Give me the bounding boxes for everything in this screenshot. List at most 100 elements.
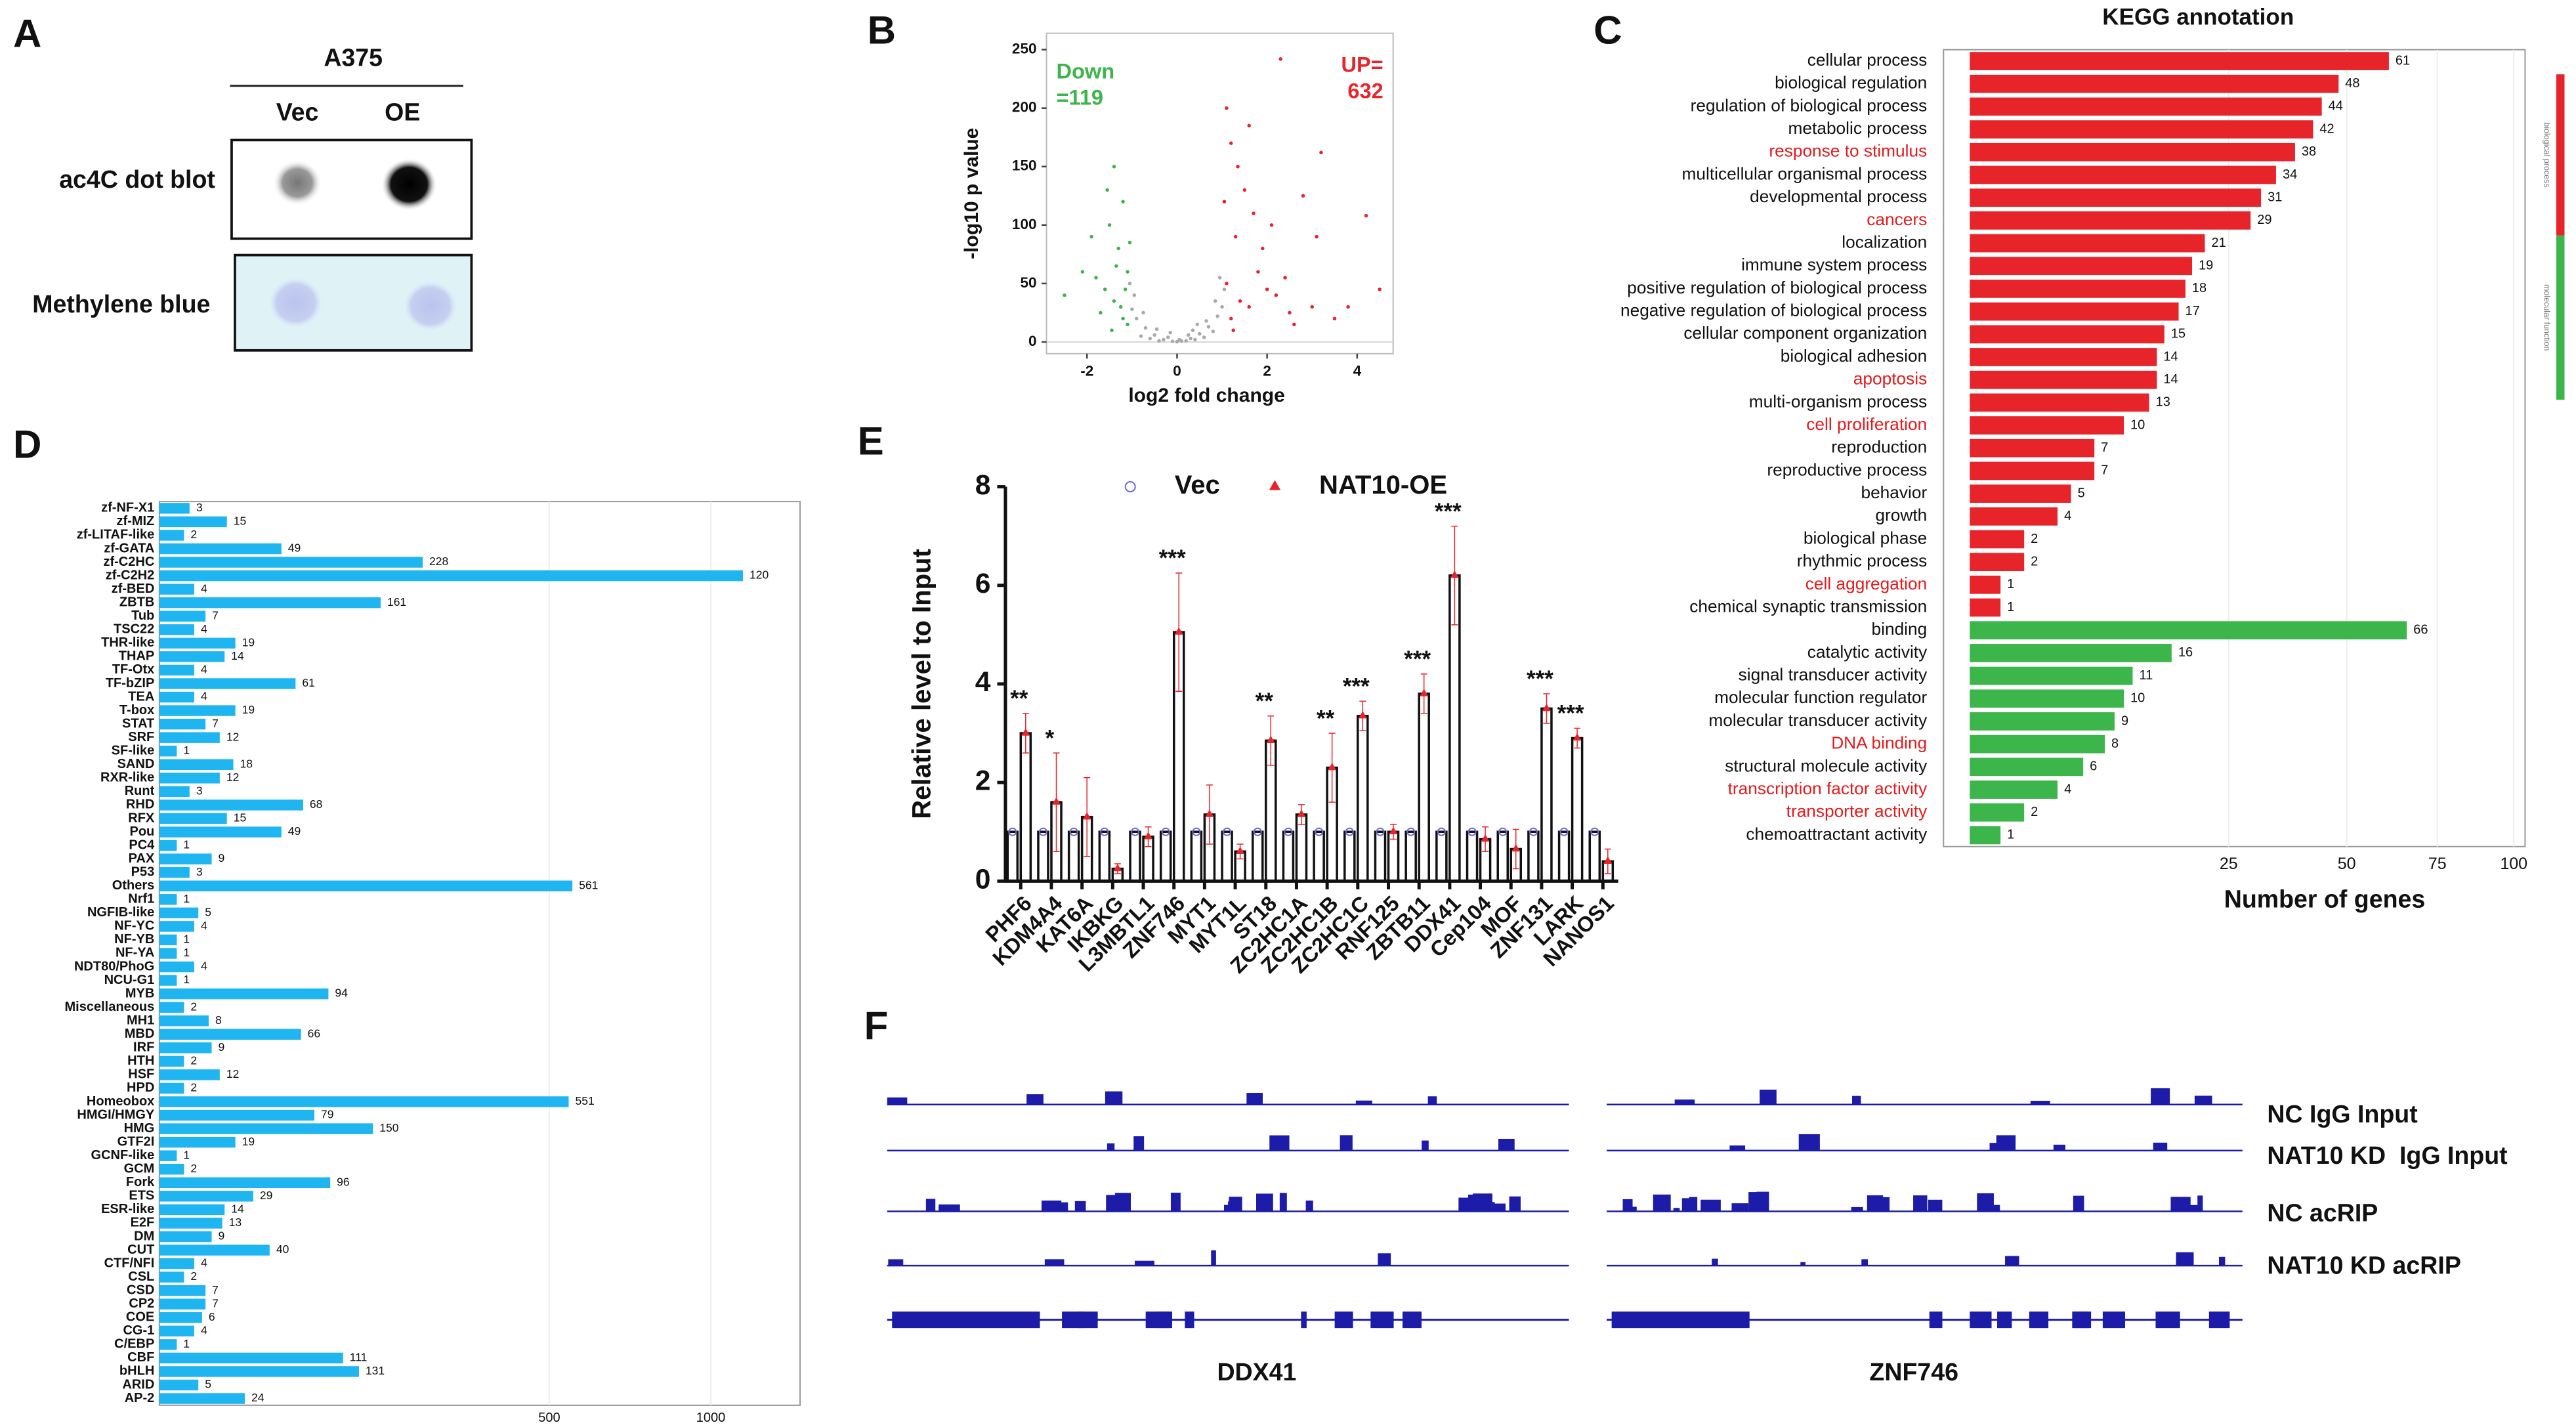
track-peak: [1053, 1202, 1068, 1212]
x-tick-label: 75: [2428, 855, 2447, 873]
value-label: 1: [183, 838, 190, 851]
error-cap: [1482, 826, 1489, 853]
bar: [159, 1015, 209, 1027]
error-cap: [1022, 713, 1029, 754]
y-axis-label: -log10 p value: [961, 128, 982, 259]
value-label: 3: [196, 865, 203, 878]
value-label: 19: [242, 1135, 255, 1148]
category-label: THR-like: [101, 635, 154, 650]
track-peak: [1760, 1090, 1777, 1105]
point: [1114, 264, 1118, 268]
mean-marker: [1021, 728, 1030, 736]
value-label: 29: [2257, 213, 2271, 227]
track-peak: [1748, 1192, 1767, 1212]
point: [1128, 240, 1132, 245]
value-label: 14: [2163, 372, 2178, 387]
blot-dot: [268, 276, 324, 330]
category-label: CG-1: [123, 1323, 154, 1338]
value-label: 7: [212, 1283, 219, 1296]
value-label: 1: [183, 744, 190, 757]
value-label: 551: [576, 1094, 595, 1107]
panel-label: F: [864, 1004, 889, 1048]
mean-marker: [1559, 827, 1569, 836]
point: [1152, 333, 1156, 337]
bar: [159, 1393, 245, 1404]
bar: [159, 543, 282, 555]
category-label: chemical synaptic transmission: [1689, 596, 1927, 616]
error-cap: [1053, 752, 1060, 853]
value-label: 31: [2268, 190, 2282, 204]
bar: [1970, 575, 2001, 594]
error-cap: [1512, 828, 1519, 870]
category-label: NF-YC: [114, 919, 154, 933]
value-label: 4: [201, 663, 207, 676]
bar: [1970, 507, 2058, 526]
mean-marker: [1253, 827, 1262, 836]
category-label: HPD: [127, 1080, 154, 1095]
bar: [1527, 830, 1540, 883]
bar: [159, 1029, 301, 1040]
category-label: reproductive process: [1767, 459, 1927, 479]
value-label: 66: [308, 1027, 320, 1040]
bar: [1970, 348, 2157, 366]
category-label: TEA: [128, 689, 154, 704]
track-peak: [1170, 1192, 1181, 1212]
category-label: PC4: [129, 838, 155, 852]
mean-marker: [1297, 809, 1306, 817]
legend-label: NAT10-OE: [1319, 471, 1447, 500]
category-label: Pou: [129, 824, 154, 839]
mean-marker: [1358, 711, 1367, 719]
category-label: ESR-like: [101, 1202, 154, 1216]
category-label: immune system process: [1741, 255, 1927, 274]
point: [1269, 223, 1274, 227]
y-tick-label: 4: [975, 666, 991, 698]
value-label: 19: [242, 635, 255, 649]
track-peak: [1467, 1194, 1475, 1212]
bar: [159, 1339, 177, 1350]
category-label: C/EBP: [114, 1337, 154, 1352]
value-label: 5: [205, 905, 211, 918]
bar: [159, 853, 212, 864]
category-label: IRF: [133, 1040, 154, 1055]
value-label: 61: [2396, 53, 2410, 68]
bar: [159, 1352, 343, 1364]
track-peak: [1488, 1203, 1506, 1212]
mean-marker: [1205, 809, 1214, 817]
y-tick-label: 50: [1020, 274, 1036, 291]
significance: ***: [1435, 499, 1462, 524]
category-label: multi-organism process: [1749, 391, 1928, 411]
bar: [159, 826, 282, 838]
value-label: 7: [212, 717, 219, 730]
significance: ***: [1159, 545, 1186, 571]
value-label: 2: [190, 1081, 197, 1094]
significance: *: [1045, 725, 1055, 751]
category-label: ETS: [129, 1189, 154, 1203]
point: [1197, 331, 1202, 336]
category-label: DM: [134, 1229, 154, 1243]
category-label: CP2: [129, 1296, 154, 1311]
value-label: 12: [226, 1067, 239, 1080]
value-label: 15: [234, 811, 246, 824]
point: [1189, 336, 1193, 341]
bar: [159, 746, 177, 757]
error-cap: [1543, 693, 1550, 724]
point: [1242, 188, 1247, 192]
category-label: AP-2: [125, 1391, 155, 1405]
point: [1162, 337, 1166, 342]
mean-marker: [1590, 827, 1599, 836]
point: [1220, 305, 1224, 309]
track-peak: [1427, 1096, 1437, 1105]
track-peak: [1867, 1195, 1884, 1212]
value-label: 10: [2130, 691, 2145, 706]
point: [1225, 282, 1229, 286]
gene-exon: [1301, 1311, 1307, 1329]
x-axis-label: log2 fold change: [1128, 385, 1284, 406]
point: [1177, 337, 1181, 342]
y-tick-label: 100: [1012, 216, 1037, 232]
bar: [159, 975, 177, 986]
bar: [159, 1191, 253, 1202]
track-peak: [2153, 1142, 2168, 1151]
category-label: GCNF-like: [91, 1148, 155, 1162]
track-peak: [2176, 1252, 2194, 1266]
track-peak: [2151, 1088, 2170, 1105]
